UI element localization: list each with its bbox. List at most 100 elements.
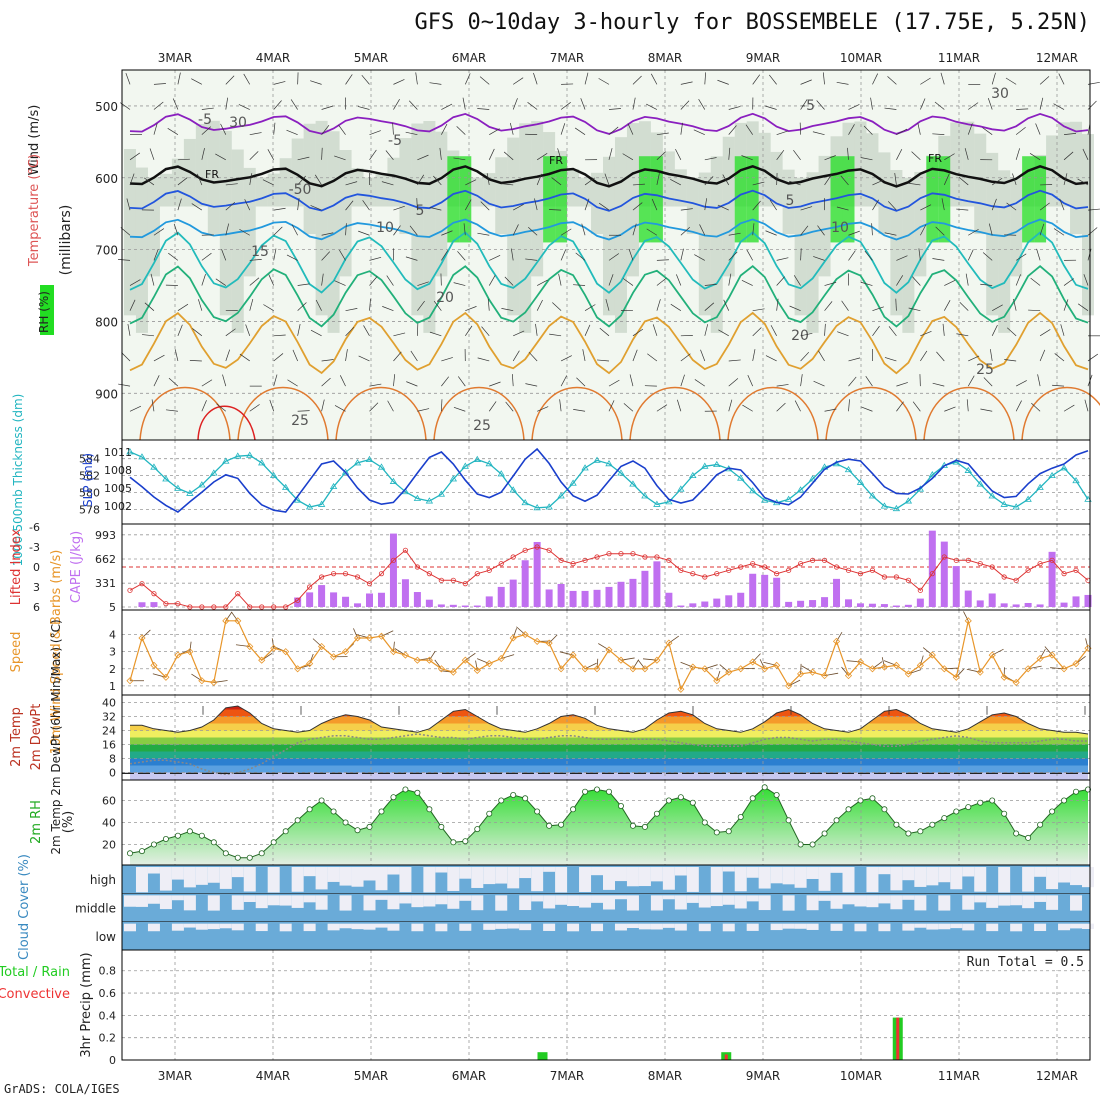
wind-barb	[273, 100, 282, 110]
thickness-point	[150, 463, 158, 470]
cloud-clear-block	[638, 923, 651, 930]
wind-barb	[177, 303, 189, 311]
wind-barb	[1013, 298, 1017, 311]
rh-point	[294, 817, 301, 824]
wind-barb	[794, 400, 801, 412]
wind-barb	[932, 133, 945, 136]
wind-barb	[1012, 173, 1017, 186]
wind-barb	[800, 99, 808, 110]
cloud-clear-block	[159, 867, 172, 891]
contour-label: 30	[991, 86, 1009, 102]
rh-point	[1061, 797, 1068, 804]
wind-barb	[1039, 76, 1050, 85]
wind-barb	[537, 406, 549, 412]
temp-ylabel-2: 2m DewPt	[29, 704, 44, 771]
wind-barb	[510, 248, 514, 261]
grads-credit: GrADS: COLA/IGES	[4, 1082, 120, 1096]
wind-barb	[982, 252, 993, 261]
wind-speed-point	[449, 668, 457, 676]
cape-bar	[449, 604, 457, 607]
wind-barb	[584, 177, 595, 186]
cloud-clear-block	[710, 895, 723, 907]
thickness-point	[210, 469, 218, 476]
lifted-index-point	[151, 591, 157, 597]
thickness-point	[377, 463, 386, 470]
wind-barb	[382, 306, 394, 312]
thickness-point	[748, 487, 757, 494]
cape-tick: 662	[95, 553, 116, 566]
wind-barb	[393, 351, 402, 362]
rh-shade-gray	[363, 177, 376, 207]
wind-tick: 2	[109, 663, 116, 676]
cloud-clear-block	[231, 895, 244, 910]
cape-bar	[593, 589, 601, 607]
wind-barb	[201, 252, 212, 261]
rh-shade-gray	[124, 149, 136, 316]
date-label-top: 11MAR	[938, 51, 980, 65]
cloud-clear-block	[1010, 895, 1023, 906]
cloud-clear-block	[674, 895, 687, 910]
wind-speed-point	[1012, 678, 1020, 687]
temp-tick: 8	[109, 753, 116, 766]
rh-point	[893, 821, 900, 828]
thickness-point	[1048, 471, 1056, 479]
surface-wind-barb	[1039, 649, 1046, 659]
wind-barb	[608, 274, 614, 286]
wind-tick: 4	[109, 629, 116, 642]
wind-barb	[920, 98, 926, 110]
wind-barb	[704, 72, 706, 85]
rh-shade-gray	[950, 122, 963, 207]
rh-point	[558, 821, 565, 828]
wind-barb	[884, 107, 897, 110]
rh-point	[318, 797, 325, 804]
wind-barb	[297, 175, 306, 186]
cloud-clear-block	[722, 895, 735, 905]
lifted-index-point	[259, 604, 265, 610]
lifted-index-point	[714, 571, 720, 577]
rh-shade-gray	[315, 120, 328, 316]
lifted-index-point	[690, 571, 696, 577]
rh-shade-gray	[375, 173, 388, 207]
cape-bar	[773, 577, 781, 607]
wind-barb	[728, 273, 732, 286]
wind-barb	[717, 79, 729, 85]
wind-barb	[273, 248, 277, 261]
cape-bar	[1024, 602, 1032, 607]
wind-speed-point	[437, 665, 445, 673]
wind-barb	[1060, 324, 1065, 336]
cloud-clear-block	[591, 867, 604, 876]
cloud-clear-block	[243, 867, 256, 892]
wind-barb	[1006, 202, 1017, 211]
wind-barb	[129, 299, 136, 311]
wind-barb	[345, 223, 347, 236]
cape-tick: 331	[95, 577, 116, 590]
wind-barb	[127, 323, 131, 336]
wind-barb	[225, 97, 229, 110]
cloud-clear-block	[890, 867, 903, 891]
wind-barb	[173, 223, 179, 236]
cape-bar	[318, 585, 326, 607]
cloud-clear-block	[207, 923, 220, 930]
date-label-bottom: 5MAR	[354, 1069, 389, 1083]
cloud-clear-block	[219, 923, 232, 929]
rh-point	[390, 794, 397, 801]
wind-barb	[896, 401, 904, 412]
cloud-clear-block	[878, 895, 891, 904]
wind-barb	[836, 206, 849, 211]
wind-barb	[118, 383, 131, 387]
cloud-clear-block	[435, 867, 448, 873]
wind-barb	[417, 174, 425, 186]
cloud-clear-block	[363, 895, 376, 911]
cloud-clear-block	[531, 895, 544, 902]
surface-wind-barb	[231, 611, 239, 622]
wind-barb	[151, 399, 155, 412]
cape-bar	[713, 598, 721, 607]
contour-label: -5	[801, 98, 815, 114]
wind-barb	[728, 125, 737, 135]
surface-wind-barb	[637, 659, 646, 670]
thickness-point	[246, 451, 254, 458]
cloud-clear-block	[914, 867, 927, 887]
wind-speed-point	[210, 678, 218, 687]
wind-barb	[896, 275, 904, 286]
wind-barb	[489, 254, 501, 261]
